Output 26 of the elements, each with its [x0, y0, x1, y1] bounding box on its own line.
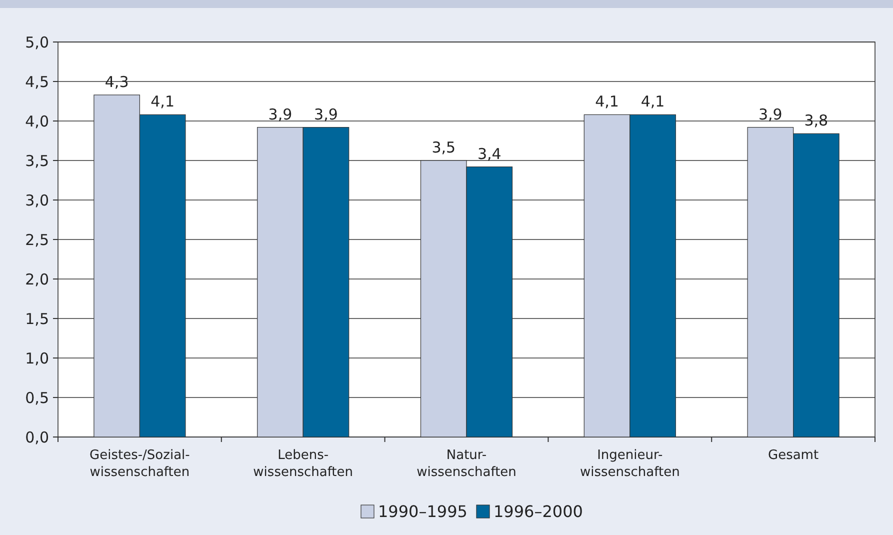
data-label: 3,9 — [268, 105, 292, 124]
data-label: 4,1 — [150, 92, 175, 111]
legend-label: 1990–1995 — [378, 502, 468, 521]
data-label: 4,1 — [595, 92, 619, 111]
y-tick-label: 2,0 — [25, 270, 49, 288]
x-tick-label: Geistes-/Sozial- wissenschaften — [90, 448, 190, 480]
x-tick-label: Lebens- wissenschaften — [253, 448, 354, 480]
y-tick-label: 4,5 — [25, 72, 49, 91]
data-label: 3,5 — [432, 138, 456, 156]
y-tick-label: 3,0 — [25, 191, 49, 210]
x-tick-label: Gesamt — [768, 448, 819, 463]
x-tick-label: Natur- wissenschaften — [416, 448, 516, 480]
data-label: 4,1 — [640, 92, 665, 111]
y-tick-label: 5,0 — [25, 33, 49, 52]
y-tick-label: 3,5 — [25, 152, 49, 170]
data-label: 3,9 — [758, 105, 782, 124]
x-tick-label: Ingenieur- wissenschaften — [580, 448, 680, 480]
y-tick-label: 0,0 — [25, 428, 49, 446]
y-tick-label: 0,5 — [25, 388, 49, 407]
y-tick-label: 1,5 — [25, 310, 49, 328]
data-label: 3,4 — [477, 144, 502, 163]
legend-label: 1996–2000 — [494, 502, 583, 521]
data-label: 3,9 — [314, 105, 338, 124]
y-tick-label: 4,0 — [25, 112, 49, 130]
y-tick-label: 2,5 — [25, 230, 49, 249]
y-tick-label: 1,0 — [25, 349, 49, 368]
